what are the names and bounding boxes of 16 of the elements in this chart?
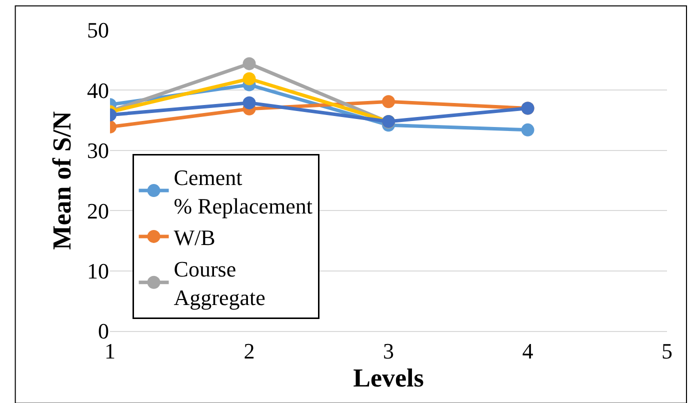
legend-label: W/B bbox=[174, 225, 216, 250]
y-tick-label: 30 bbox=[87, 138, 109, 164]
legend-label: Course Aggregate bbox=[174, 256, 266, 310]
point bbox=[382, 95, 395, 108]
x-axis-title: Levels bbox=[353, 363, 424, 392]
legend-label: Cement % Replacement bbox=[174, 164, 312, 218]
x-tick-label: 3 bbox=[383, 338, 394, 364]
y-tick-label: 40 bbox=[87, 78, 109, 103]
y-tick-label: 10 bbox=[87, 258, 109, 284]
x-tick-label: 4 bbox=[522, 338, 534, 364]
y-tick-label: 50 bbox=[87, 18, 109, 43]
x-tick-label: 2 bbox=[244, 338, 255, 364]
x-tick-label: 5 bbox=[662, 338, 672, 364]
point bbox=[521, 123, 534, 136]
y-axis-title: Mean of S/N bbox=[47, 110, 76, 250]
y-tick-label: 20 bbox=[87, 198, 109, 224]
